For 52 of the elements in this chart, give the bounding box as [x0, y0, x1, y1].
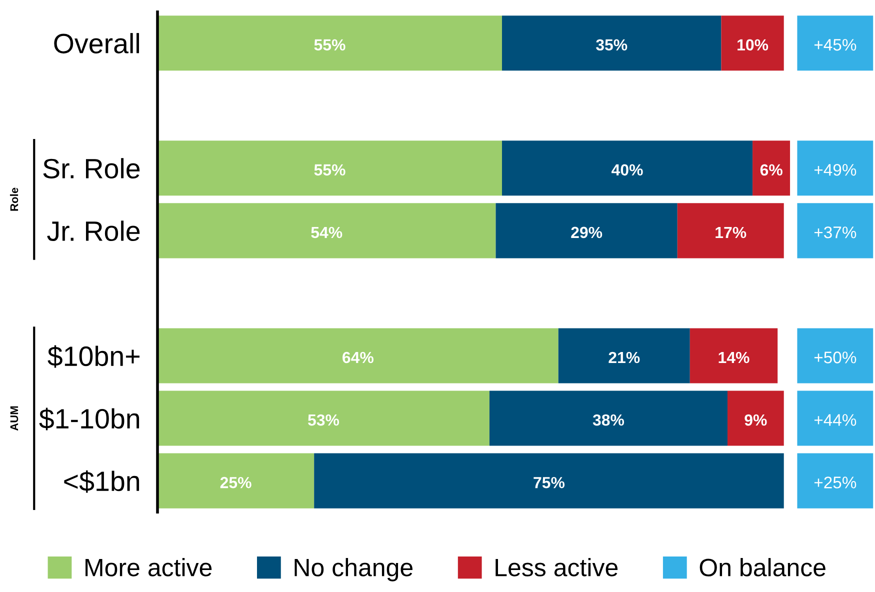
data-label: +37%: [814, 226, 856, 238]
data-label: 6%: [760, 164, 782, 176]
bar: [158, 328, 558, 384]
data-label: 17%: [716, 226, 746, 238]
data-label: 38%: [592, 414, 624, 426]
bar: [502, 140, 753, 196]
bar: [158, 16, 502, 71]
bar: [727, 390, 784, 446]
text: Role: [10, 188, 18, 211]
data-label: +44%: [814, 414, 856, 426]
data-label: 35%: [596, 39, 628, 51]
data-label: 40%: [612, 164, 643, 176]
bar: [558, 328, 690, 384]
bar: [752, 140, 790, 196]
bar: [690, 328, 778, 384]
data-label: 53%: [308, 414, 340, 426]
data-label: 25%: [220, 476, 252, 488]
y-tick-label: Jr. Role: [47, 220, 140, 242]
data-label: 9%: [744, 414, 767, 426]
bar: [721, 16, 784, 71]
y-tick-label: Sr. Role: [43, 158, 140, 179]
data-label: 55%: [314, 39, 346, 51]
data-label: 55%: [314, 164, 346, 176]
data-label: +50%: [814, 352, 856, 364]
y-tick-label: $1-10bn: [39, 408, 140, 430]
data-label: 14%: [718, 352, 750, 364]
bar: [158, 453, 314, 508]
bar: [496, 203, 678, 258]
bar: [489, 390, 728, 446]
bar: [158, 203, 496, 258]
bar: [158, 140, 502, 196]
legend-label: On balance: [700, 558, 826, 576]
legend-label: No change: [294, 558, 412, 582]
data-label: 54%: [311, 226, 342, 238]
bar: [677, 203, 784, 258]
y-tick-label: <$1bn: [64, 470, 140, 493]
bar: [314, 453, 784, 508]
data-label: +49%: [814, 164, 856, 176]
y-tick-label: $10bn+: [48, 345, 140, 368]
bar: [158, 390, 490, 446]
bar: [502, 16, 722, 71]
data-label: 10%: [738, 39, 768, 51]
y-tick-label: Overall: [54, 33, 139, 54]
text: AUM: [10, 406, 18, 431]
data-label: 64%: [342, 352, 374, 364]
data-label: +25%: [814, 476, 856, 488]
legend-label: Less active: [496, 558, 618, 576]
data-label: +45%: [814, 38, 856, 51]
data-label: 21%: [608, 352, 640, 364]
data-label: 75%: [534, 476, 565, 488]
data-label: 29%: [571, 226, 602, 238]
legend-label: More active: [86, 558, 212, 576]
